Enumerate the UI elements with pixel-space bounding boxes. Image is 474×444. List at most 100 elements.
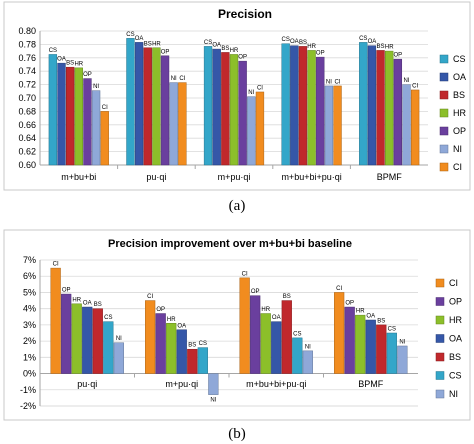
data-label: CI — [147, 294, 153, 300]
bar-ci — [333, 85, 342, 166]
legend-swatch-oa — [439, 72, 449, 82]
legend-swatch-ci — [435, 278, 445, 288]
data-label: BS — [221, 46, 229, 52]
data-label: CS — [388, 327, 396, 333]
bar-op — [83, 78, 92, 166]
data-label: OP — [83, 72, 92, 78]
y-tick-label: -2% — [20, 401, 36, 411]
y-tick-label: 6% — [23, 271, 36, 281]
improvement-chart: Precision improvement over m+bu+bi basel… — [3, 229, 471, 421]
data-label: BS — [377, 318, 385, 324]
legend-swatch-op — [435, 297, 445, 306]
data-label: BS — [299, 40, 307, 46]
data-label: NI — [403, 78, 409, 84]
bar-oa — [134, 42, 144, 166]
bar-op — [160, 55, 170, 166]
bar-op — [61, 293, 72, 374]
data-label: CS — [199, 341, 207, 347]
data-label: BS — [66, 61, 74, 67]
y-tick-label: -1% — [20, 385, 36, 395]
bar-hr — [74, 67, 83, 166]
data-label: NI — [305, 344, 311, 350]
data-label: CS — [126, 32, 134, 38]
category-label: m+bu+bi+pu·qi — [281, 172, 341, 182]
bar-op — [250, 295, 261, 374]
bar-cs — [281, 43, 290, 166]
bar-ni — [169, 82, 178, 166]
data-label: OA — [177, 323, 186, 329]
y-axis-ticks: -2% -1% 0% 1% 2% 3% 4% 5% 6% 7% — [20, 255, 36, 411]
bar-ni — [402, 84, 411, 166]
y-tick-label: 0.74 — [18, 66, 36, 76]
data-label: OA — [290, 39, 299, 45]
bar-cs — [292, 337, 303, 374]
data-label: OA — [368, 39, 377, 45]
bar-hr — [71, 303, 82, 374]
bars — [50, 267, 408, 395]
bar-oa — [365, 319, 376, 374]
bar-bs — [221, 52, 230, 166]
data-label: HR — [356, 309, 365, 315]
legend-swatch-bs — [439, 90, 449, 100]
data-label: HR — [307, 44, 316, 50]
data-label: NI — [116, 336, 122, 342]
y-tick-label: 0.76 — [18, 53, 36, 63]
y-tick-label: 0.66 — [18, 120, 36, 130]
bar-cs — [359, 42, 368, 166]
data-label: OA — [212, 43, 221, 49]
data-label: HR — [72, 297, 81, 303]
legend-label: BS — [453, 90, 465, 100]
bar-bs — [298, 46, 308, 166]
bar-cs — [103, 321, 114, 374]
legend-label: CI — [453, 162, 462, 172]
data-label: OP — [156, 307, 165, 313]
y-tick-label: 0.70 — [18, 93, 36, 103]
bar-hr — [229, 54, 239, 166]
bar-cs — [197, 347, 208, 374]
data-label: OP — [251, 289, 260, 295]
gridlines — [39, 259, 418, 407]
bar-oa — [82, 306, 93, 374]
bar-ci — [239, 277, 250, 374]
data-label: CI — [335, 79, 341, 85]
bar-ni — [397, 345, 408, 374]
caption-a: (a) — [229, 198, 246, 214]
category-label: pu·qi — [146, 172, 166, 182]
legend-label: NI — [449, 389, 458, 399]
legend-swatch-op — [439, 126, 449, 136]
bar-ni — [302, 350, 313, 374]
data-label: HR — [167, 317, 176, 323]
y-tick-label: 0.60 — [18, 160, 36, 170]
legend-label: CS — [449, 371, 462, 381]
data-label: BS — [283, 294, 291, 300]
legend-label: CS — [453, 54, 466, 64]
bar-ni — [91, 90, 101, 166]
data-label: HR — [385, 45, 394, 51]
y-tick-label: 7% — [23, 255, 36, 265]
bar-bs — [281, 300, 292, 374]
legend-label: HR — [449, 315, 462, 325]
bar-ni — [247, 96, 256, 166]
legend-swatch-ni — [435, 389, 445, 399]
data-label: CI — [179, 76, 185, 82]
legend-label: OA — [449, 334, 462, 344]
legend-swatch-hr — [439, 108, 449, 118]
legend-swatch-hr — [435, 315, 445, 325]
category-label: BPMF — [358, 379, 384, 389]
bar-ci — [145, 300, 156, 374]
data-label: NI — [93, 84, 99, 90]
y-tick-label: 2% — [23, 336, 36, 346]
data-label: OA — [83, 301, 92, 307]
data-label: CS — [281, 37, 289, 43]
y-tick-label: 3% — [23, 320, 36, 330]
data-label: NI — [399, 339, 405, 345]
bar-oa — [176, 329, 187, 374]
legend-label: OP — [449, 297, 462, 307]
data-label: OA — [366, 314, 375, 320]
bar-op — [393, 58, 403, 166]
chart-title: Precision — [218, 7, 272, 21]
data-label: HR — [152, 41, 161, 47]
legend-swatch-cs — [435, 371, 445, 380]
data-label: OP — [316, 51, 325, 57]
